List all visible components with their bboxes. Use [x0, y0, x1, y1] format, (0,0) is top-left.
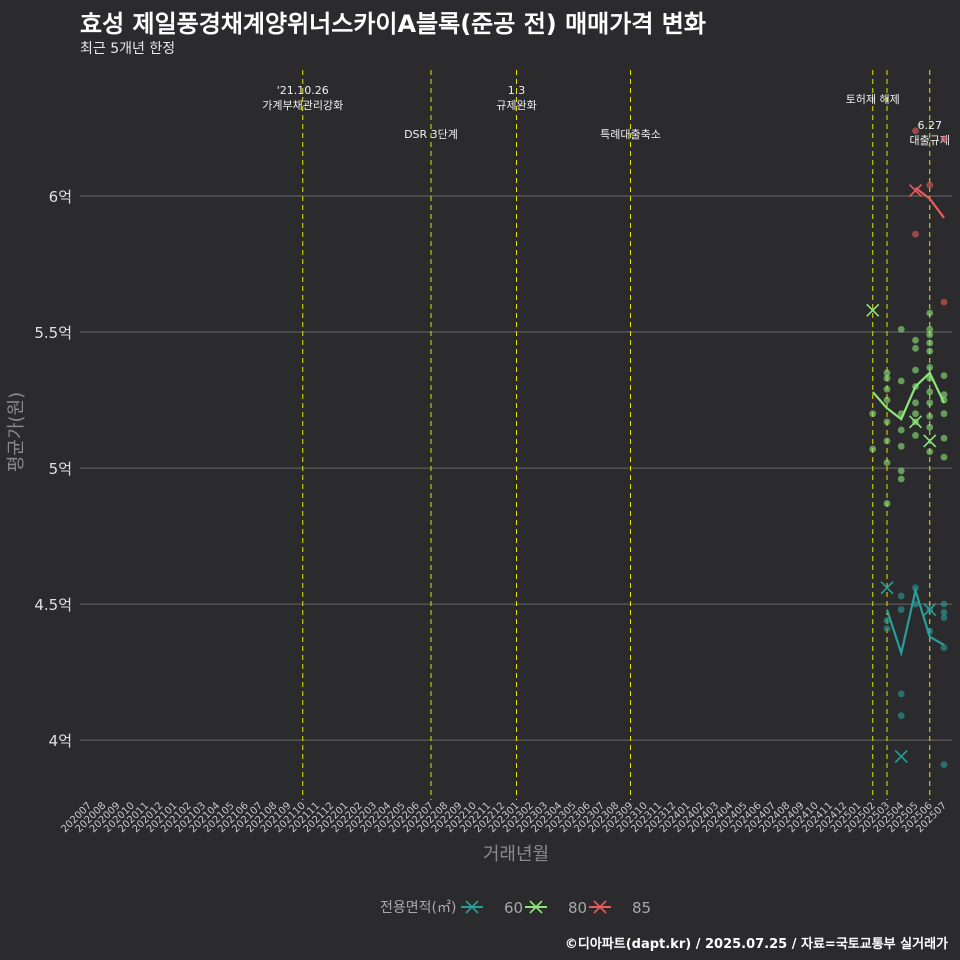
data-point-80	[883, 459, 891, 467]
y-tick-label: 5억	[49, 460, 72, 478]
data-point-80	[897, 426, 905, 434]
data-point-80	[912, 344, 919, 352]
data-point-80	[926, 412, 934, 420]
data-point-60	[940, 761, 948, 769]
data-point-80	[883, 374, 891, 382]
series-line-85	[914, 186, 945, 219]
data-point-80	[897, 475, 905, 483]
y-axis: 4억 4.5억 5억 5.5억 6억	[34, 188, 72, 750]
event-label: 1.3 규제완화	[496, 84, 536, 112]
data-point-80	[940, 410, 948, 418]
data-point-80	[912, 336, 919, 344]
data-point-60	[940, 600, 948, 608]
cross-marker-80	[908, 415, 923, 429]
data-point-60	[940, 644, 948, 652]
y-tick-label: 4억	[49, 732, 72, 750]
series-line-80	[871, 371, 945, 421]
cross-marker-60	[894, 749, 908, 764]
data-point-85	[940, 298, 948, 306]
cross-marker-85	[908, 184, 923, 198]
data-point-80	[897, 377, 905, 385]
cross-marker-60	[923, 602, 937, 617]
legend-item-85: 85	[589, 899, 651, 917]
cross-marker-60	[880, 581, 894, 595]
legend-label: 60	[504, 899, 523, 917]
data-point-60	[897, 712, 905, 720]
data-point-80	[926, 388, 934, 396]
data-point-80	[897, 442, 905, 450]
data-point-60	[897, 690, 905, 698]
data-point-80	[912, 399, 919, 407]
event-label: 특례대출축소	[600, 128, 661, 141]
data-point-80	[926, 448, 934, 456]
legend: 전용면적(㎡) 60 80 85	[380, 899, 651, 917]
x-axis-title: 거래년월	[483, 844, 549, 865]
page-title: 효성 제일풍경채계양위너스카이A블록(준공 전) 매매가격 변화	[80, 10, 706, 38]
data-point-80	[940, 434, 948, 442]
data-point-80	[883, 437, 891, 445]
data-point-60	[940, 614, 948, 622]
data-point-80	[926, 364, 934, 371]
data-point-80	[897, 325, 905, 333]
data-point-85	[912, 230, 919, 238]
data-point-80	[883, 369, 891, 377]
data-point-80	[869, 445, 877, 453]
event-label: '21.10.26 가계부채관리강화	[262, 84, 343, 112]
data-point-80	[926, 331, 934, 339]
data-point-60	[897, 606, 905, 613]
cross-marker-80	[866, 303, 880, 317]
y-tick-label: 6억	[49, 188, 72, 206]
data-point-80	[940, 453, 948, 461]
data-point-80	[883, 418, 891, 426]
data-point-80	[926, 325, 934, 333]
data-point-80	[883, 385, 891, 393]
data-point-60	[883, 625, 891, 633]
data-point-80	[926, 399, 934, 407]
data-point-80	[940, 391, 948, 399]
legend-label: 80	[568, 899, 587, 917]
data-point-80	[883, 500, 891, 507]
legend-item-60: 60	[461, 899, 523, 917]
data-point-60	[940, 608, 948, 616]
data-point-80	[926, 339, 934, 347]
data-point-60	[897, 592, 905, 600]
y-axis-title: 평균가(원)	[6, 392, 27, 472]
data-point-80	[912, 366, 919, 374]
data-point-85	[940, 135, 948, 143]
legend-label: 85	[632, 899, 651, 917]
cross-marker-80	[923, 434, 937, 448]
data-point-60	[883, 617, 891, 624]
data-point-80	[883, 396, 891, 404]
x-axis: 2020072020082020092020102020112020122021…	[59, 800, 949, 835]
y-tick-label: 5.5억	[34, 324, 72, 342]
y-tick-label: 4.5억	[34, 596, 72, 614]
data-point-80	[897, 467, 905, 475]
data-point-80	[912, 410, 919, 418]
data-point-80	[869, 410, 877, 418]
legend-item-80: 80	[525, 899, 587, 917]
legend-title: 전용면적(㎡)	[380, 900, 456, 916]
line-layer	[866, 184, 945, 764]
data-point-80	[926, 309, 934, 317]
data-point-80	[926, 347, 934, 355]
page-subtitle: 최근 5개년 한정	[80, 41, 176, 57]
series-line-60	[885, 586, 945, 658]
data-point-80	[926, 423, 934, 431]
point-layer	[869, 127, 948, 769]
source-credit: ©디아파트(dapt.kr) / 2025.07.25 / 자료=국토교통부 실…	[564, 937, 948, 952]
data-point-85	[912, 127, 919, 135]
data-point-80	[940, 372, 948, 379]
event-label: 6.27 대출규제	[910, 119, 950, 147]
event-label: 토허제 해제	[846, 92, 900, 106]
data-point-85	[926, 181, 934, 189]
event-label: DSR 3단계	[404, 128, 458, 141]
data-point-80	[912, 432, 919, 439]
